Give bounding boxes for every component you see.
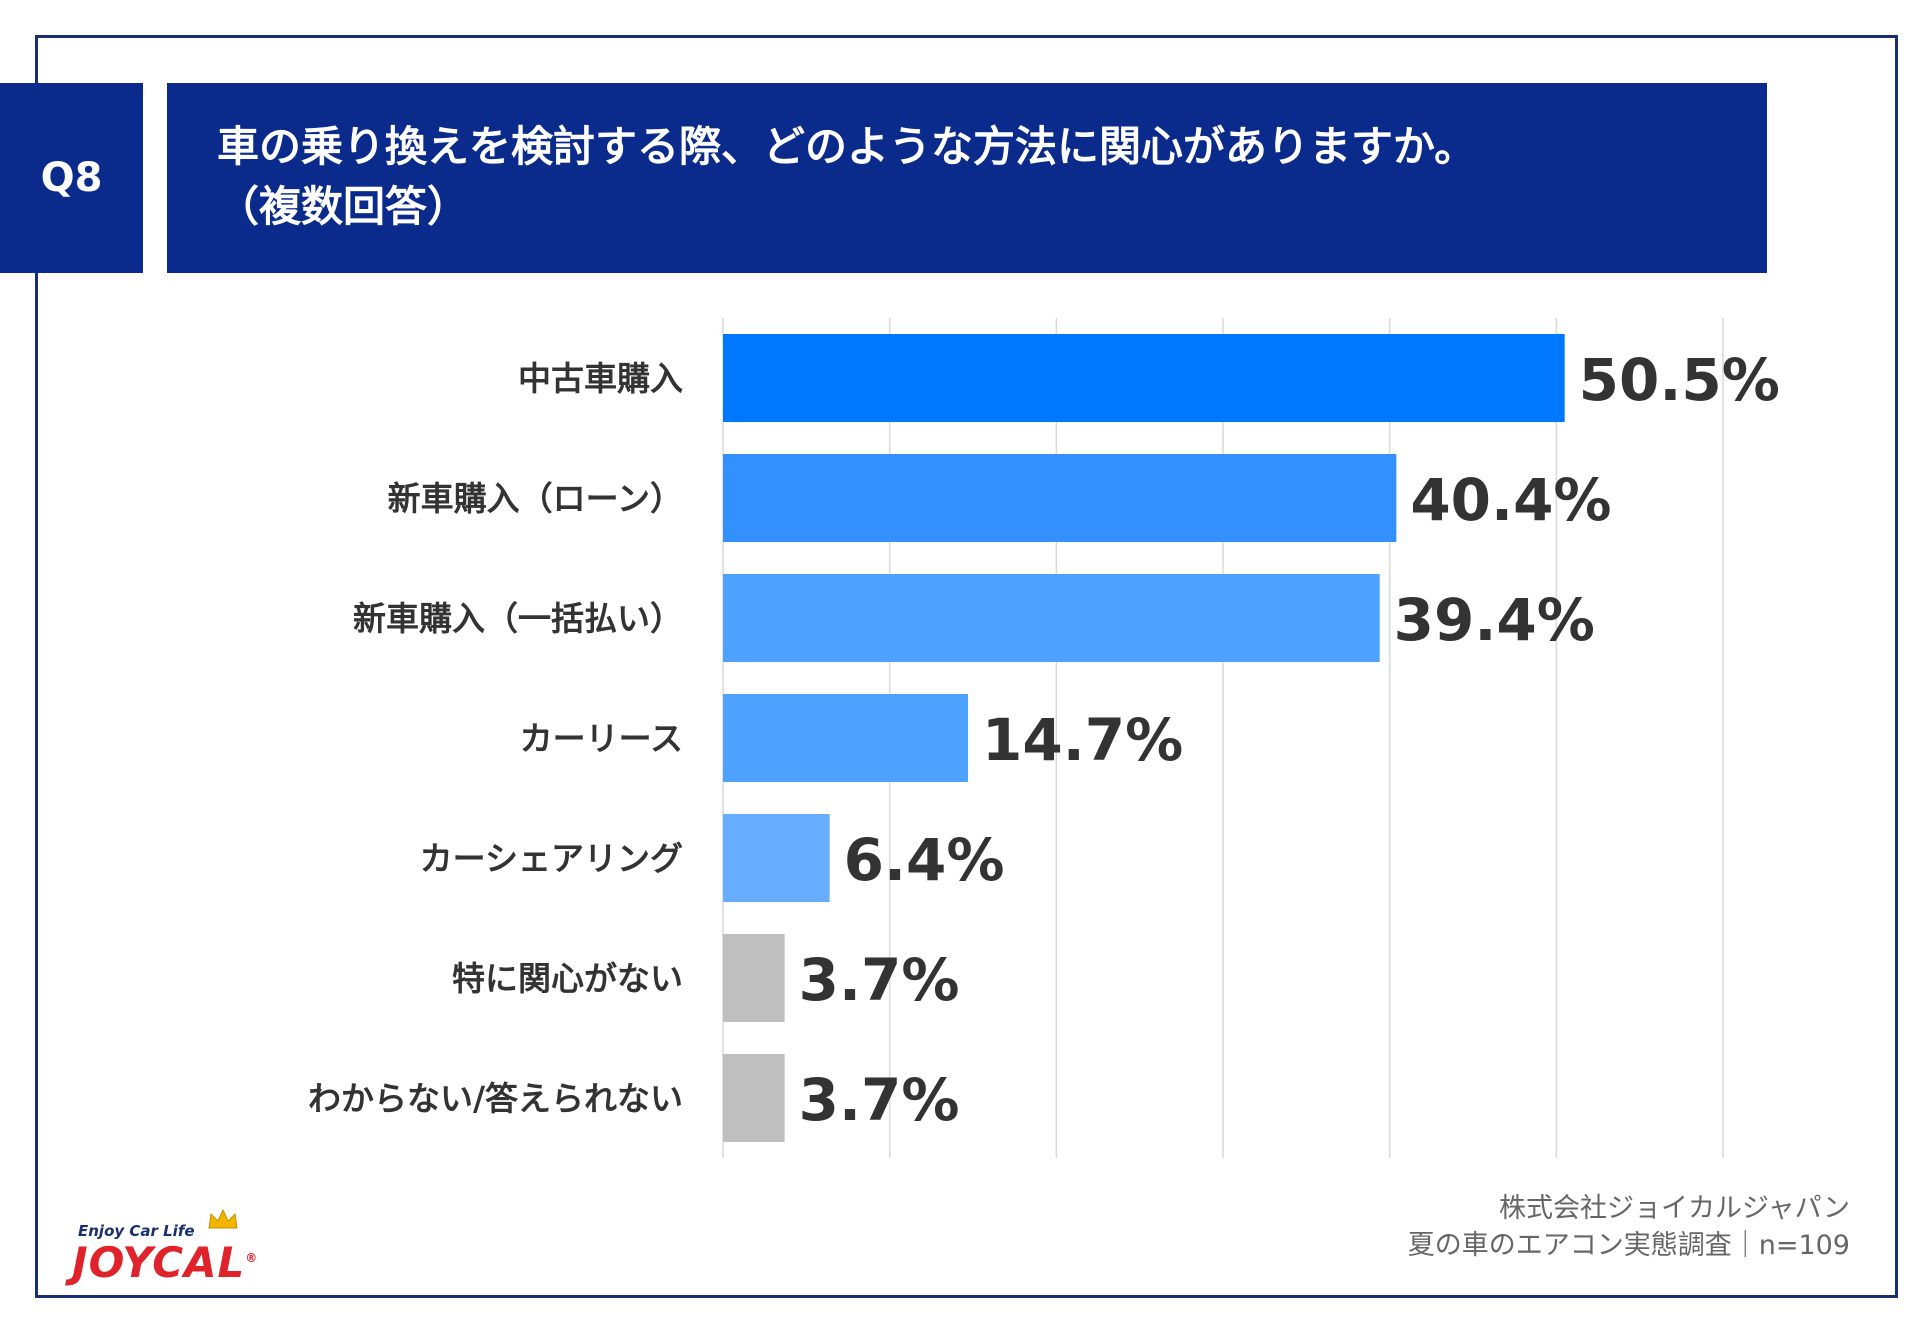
bar xyxy=(723,814,830,902)
outer-frame xyxy=(35,35,1898,1298)
survey-info: 夏の車のエアコン実態調査｜n=109 xyxy=(1407,1230,1850,1261)
crown-icon xyxy=(208,1208,238,1229)
value-label: 3.7% xyxy=(799,946,960,1014)
category-label: 新車購入（ローン） xyxy=(388,479,683,518)
value-label: 6.4% xyxy=(844,826,1005,894)
question-number-badge: Q8 xyxy=(0,83,143,273)
question-title: 車の乗り換えを検討する際、どのような方法に関心がありますか。 xyxy=(217,122,1477,171)
bar xyxy=(723,334,1565,422)
value-label: 50.5% xyxy=(1579,346,1780,414)
category-label: 中古車購入 xyxy=(518,359,683,398)
logo-wordmark: JOYCAL® xyxy=(72,1238,259,1287)
bar xyxy=(723,1054,785,1142)
category-label: カーシェアリング xyxy=(420,839,683,878)
category-label: 新車購入（一括払い） xyxy=(353,599,683,638)
value-label: 14.7% xyxy=(982,706,1183,774)
value-label: 3.7% xyxy=(799,1066,960,1134)
bar xyxy=(723,934,785,1022)
bar xyxy=(723,454,1397,542)
category-label: カーリース xyxy=(520,719,683,758)
bar xyxy=(723,694,968,782)
source-note: 株式会社ジョイカルジャパン 夏の車のエアコン実態調査｜n=109 xyxy=(1408,1190,1850,1264)
category-label: 特に関心がない xyxy=(452,959,683,998)
bar xyxy=(723,574,1380,662)
value-label: 39.4% xyxy=(1394,586,1595,654)
value-label: 40.4% xyxy=(1410,466,1611,534)
question-number: Q8 xyxy=(40,155,103,201)
joycal-logo: Enjoy Car Life JOYCAL® xyxy=(72,1208,282,1288)
category-label: わからない/答えられない xyxy=(308,1079,683,1118)
question-title-banner: 車の乗り換えを検討する際、どのような方法に関心がありますか。 （複数回答） xyxy=(167,83,1767,273)
company-name: 株式会社ジョイカルジャパン xyxy=(1499,1193,1850,1224)
question-subtitle: （複数回答） xyxy=(217,182,470,231)
logo-tagline: Enjoy Car Life xyxy=(78,1222,195,1240)
